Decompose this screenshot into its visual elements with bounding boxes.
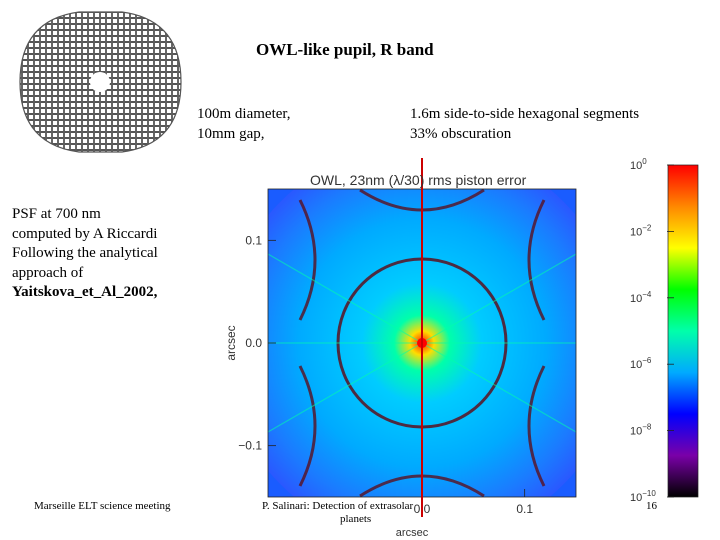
colorbar-tick-base: 10 <box>630 293 642 305</box>
colorbar-tick-exponent: −10 <box>642 489 656 498</box>
spec-obscuration: 33% obscuration <box>410 126 512 142</box>
colorbar-tick-exponent: 0 <box>642 157 647 166</box>
colorbar-tick-label: 10−10 <box>630 489 656 504</box>
colorbar-tick-label: 10−8 <box>630 423 652 438</box>
colorbar-tick-label: 100 <box>630 157 647 172</box>
y-tick-label: 0.1 <box>245 233 262 247</box>
y-axis-label: arcsec <box>224 325 238 360</box>
specs-left: 100m diameter, 10mm gap, <box>197 104 291 144</box>
colorbar-tick-base: 10 <box>630 426 642 438</box>
caption-line: Following the analytical <box>12 245 158 261</box>
x-tick-label: 0.1 <box>516 502 533 516</box>
colorbar-tick-exponent: −8 <box>642 423 652 432</box>
page-number: 16 <box>646 500 657 512</box>
footer-author-line1: P. Salinari: Detection of extrasolar <box>262 500 414 512</box>
pupil-obscuration <box>90 72 110 92</box>
caption-line: computed by A Riccardi <box>12 225 158 242</box>
colorbar-tick-base: 10 <box>630 160 642 172</box>
y-tick-label: −0.1 <box>238 439 262 453</box>
slide-title: OWL-like pupil, R band <box>256 40 434 59</box>
colorbar-tick-exponent: −4 <box>642 290 652 299</box>
specs-right: 1.6m side-to-side hexagonal segments 33%… <box>410 104 639 144</box>
colorbar-tick-exponent: −2 <box>642 223 652 232</box>
colorbar-tick-label: 10−6 <box>630 356 652 371</box>
footer-event: Marseille ELT science meeting <box>34 500 171 512</box>
caption-reference: Yaitskova_et_Al_2002, <box>12 284 158 300</box>
colorbar-tick-base: 10 <box>630 226 642 238</box>
colorbar-tick-base: 10 <box>630 359 642 371</box>
colorbar-tick-exponent: −6 <box>642 356 652 365</box>
spec-segments: 1.6m side-to-side hexagonal segments <box>410 106 640 122</box>
caption-line: approach of <box>12 264 84 281</box>
spec-gap: 10mm gap, <box>197 126 265 142</box>
caption-line: PSF at 700 nm <box>12 206 101 222</box>
colorbar-tick-label: 10−4 <box>630 290 652 305</box>
y-tick-label: 0.0 <box>245 336 262 350</box>
pupil-image <box>19 11 182 153</box>
colorbar-strip <box>667 164 699 498</box>
psf-caption: PSF at 700 nm computed by A Riccardi Fol… <box>12 205 158 303</box>
footer-author: P. Salinari: Detection of extrasolar pla… <box>262 500 413 526</box>
chart-title: OWL, 23nm (λ/30) rms piston error <box>310 172 527 188</box>
x-axis-label: arcsec <box>396 527 429 539</box>
spec-diameter: 100m diameter, <box>197 106 291 122</box>
footer-author-line2: planets <box>340 513 372 525</box>
colorbar-tick-label: 10−2 <box>630 223 652 238</box>
colorbar-tick-base: 10 <box>630 492 642 504</box>
